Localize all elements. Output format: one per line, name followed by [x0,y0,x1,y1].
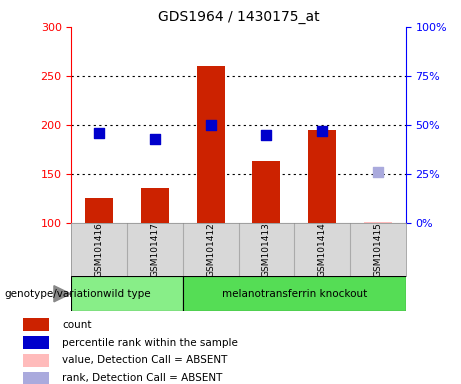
Text: melanotransferrin knockout: melanotransferrin knockout [222,289,367,299]
Bar [71,276,183,311]
Bar [308,130,336,223]
Text: percentile rank within the sample: percentile rank within the sample [62,338,238,348]
Bar [23,354,49,367]
Point [319,127,326,134]
Point [95,129,103,136]
Point [374,169,382,175]
Bar [197,66,225,223]
Point [263,131,270,138]
Bar [364,222,392,223]
Text: GSM101412: GSM101412 [206,222,215,277]
Bar [23,372,49,384]
Bar [23,336,49,349]
Text: value, Detection Call = ABSENT: value, Detection Call = ABSENT [62,356,227,366]
Text: GSM101414: GSM101414 [318,222,327,277]
Bar [253,161,280,223]
Title: GDS1964 / 1430175_at: GDS1964 / 1430175_at [158,10,319,25]
Text: genotype/variation: genotype/variation [5,289,104,299]
Text: GSM101415: GSM101415 [373,222,382,277]
Text: GSM101413: GSM101413 [262,222,271,277]
Text: GSM101417: GSM101417 [150,222,160,277]
Text: GSM101416: GSM101416 [95,222,104,277]
Polygon shape [54,286,71,302]
Text: wild type: wild type [103,289,151,299]
Bar [23,318,49,331]
Text: rank, Detection Call = ABSENT: rank, Detection Call = ABSENT [62,374,222,384]
Bar [141,189,169,223]
Bar [183,276,406,311]
Bar [85,198,113,223]
Point [207,122,214,128]
Point [151,136,159,142]
Text: count: count [62,319,92,329]
